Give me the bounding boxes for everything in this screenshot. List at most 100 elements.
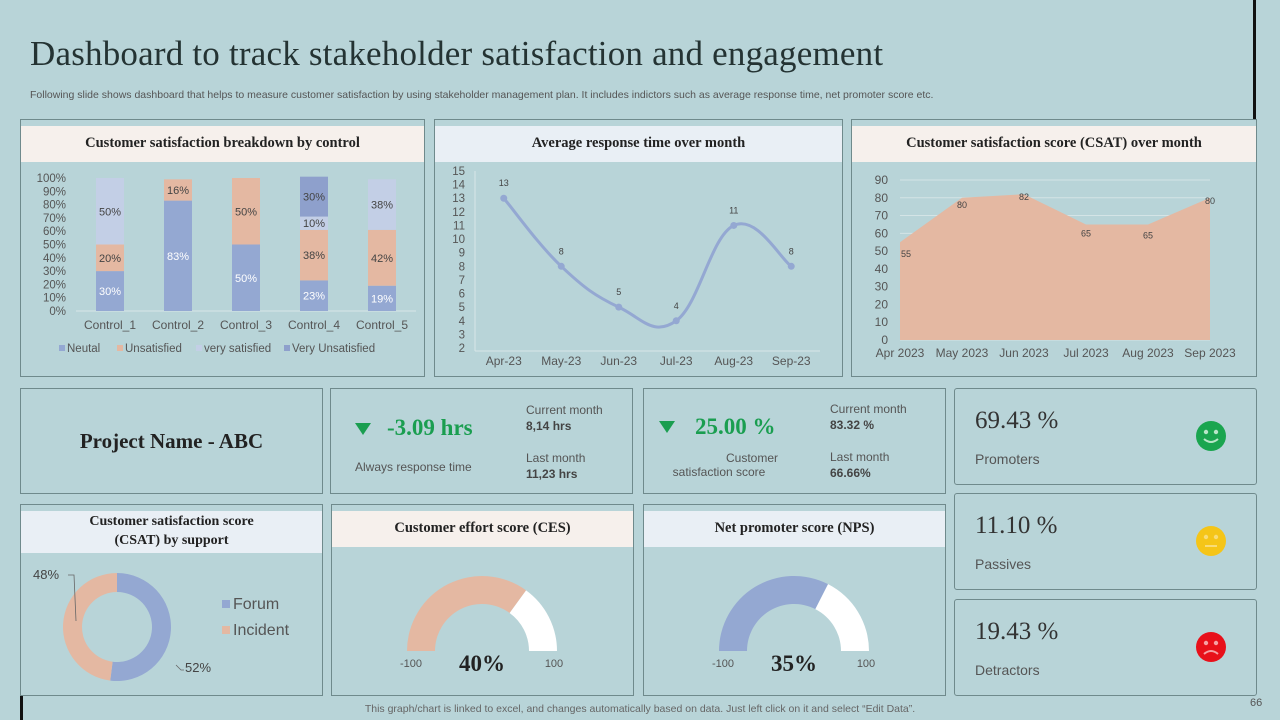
csat-support-card: Customer satisfaction score (CSAT) by su… xyxy=(20,504,323,696)
breakdown-card: Customer satisfaction breakdown by contr… xyxy=(20,119,425,377)
bar-segment xyxy=(164,200,192,311)
y-tick-label: 90 xyxy=(875,173,889,187)
point-data-label: 11 xyxy=(729,205,738,215)
point-data-label: 8 xyxy=(559,246,564,256)
csat-support-title-line2: (CSAT) by support xyxy=(114,533,229,548)
gauge-fill-arc xyxy=(407,576,527,651)
bar-segment xyxy=(232,244,260,311)
bar-segment xyxy=(300,229,328,281)
kpi-csat-value: 25.00 % xyxy=(695,414,776,439)
x-tick-label: Jun-23 xyxy=(600,354,637,368)
y-tick-label: 15 xyxy=(452,166,465,178)
kpi-csat-label-line2: satisfaction score xyxy=(672,465,766,479)
gauge-value-label: 40% xyxy=(459,651,505,676)
kpi-csat-current-label: Current month xyxy=(830,402,907,416)
gauge-fill-arc xyxy=(719,576,829,651)
y-tick-label: 9 xyxy=(459,248,465,260)
response-chart[interactable]: 2345678910111213141513Apr-238May-235Jun-… xyxy=(435,162,842,376)
data-point xyxy=(730,221,738,229)
bar-segment xyxy=(96,271,124,311)
bar-segment xyxy=(164,179,192,201)
nps-gauge[interactable]: -100 100 35% xyxy=(644,547,945,695)
legend-label: Forum xyxy=(233,596,279,613)
breakdown-card-title: Customer satisfaction breakdown by contr… xyxy=(21,126,424,162)
y-tick-label: 8 xyxy=(459,261,465,273)
y-tick-label: 40 xyxy=(875,262,889,276)
kpi-response-value: -3.09 hrs xyxy=(387,415,473,440)
kpi-csat-last-value: 66.66% xyxy=(830,466,871,480)
response-line xyxy=(502,197,793,329)
y-tick-label: 30 xyxy=(875,280,889,294)
bar-segment xyxy=(96,178,124,245)
bar-data-label: 42% xyxy=(371,253,393,265)
y-tick-label: 80 xyxy=(875,191,889,205)
y-tick-label: 12 xyxy=(452,207,465,219)
legend-marker xyxy=(117,345,123,351)
leader-line xyxy=(175,664,184,671)
bar-segment xyxy=(368,179,396,230)
data-point xyxy=(557,262,565,270)
down-triangle-icon xyxy=(355,423,371,435)
detractors-card: 19.43 % Detractors xyxy=(954,599,1257,696)
donut-slice xyxy=(110,573,171,681)
x-tick-label: Control_2 xyxy=(152,318,204,332)
page-subtitle: Following slide shows dashboard that hel… xyxy=(30,89,934,101)
legend-marker xyxy=(59,345,65,351)
bar-data-label: 50% xyxy=(235,206,257,218)
slice-data-label: 52% xyxy=(185,660,211,675)
breakdown-chart[interactable]: 0%10%20%30%40%50%60%70%80%90%100%30%20%5… xyxy=(21,162,424,376)
slice-data-label: 48% xyxy=(33,567,59,582)
x-tick-label: Jun 2023 xyxy=(999,346,1049,360)
x-tick-label: Control_4 xyxy=(288,318,340,332)
y-tick-label: 7 xyxy=(459,275,465,287)
bar-data-label: 19% xyxy=(371,293,393,305)
point-data-label: 5 xyxy=(616,287,621,297)
slide-edge-bar-right xyxy=(1253,0,1256,122)
legend-marker xyxy=(222,626,230,634)
bar-data-label: 23% xyxy=(303,291,325,303)
gauge-min-label: -100 xyxy=(712,658,734,670)
bar-data-label: 38% xyxy=(303,250,325,262)
happy-face-icon xyxy=(1196,421,1226,451)
x-tick-label: Control_1 xyxy=(84,318,136,332)
kpi-response-card: -3.09 hrs Always response time Current m… xyxy=(330,388,633,494)
kpi-response-label: Always response time xyxy=(355,460,472,474)
legend-label: Incident xyxy=(233,622,290,639)
footer-note: This graph/chart is linked to excel, and… xyxy=(364,703,916,715)
area-data-label: 65 xyxy=(1143,230,1153,240)
y-tick-label: 80% xyxy=(43,200,66,212)
passives-card: 11.10 % Passives xyxy=(954,493,1257,590)
csat-month-card: Customer satisfaction score (CSAT) over … xyxy=(851,119,1257,377)
y-tick-label: 5 xyxy=(459,302,465,314)
area-data-label: 55 xyxy=(901,249,911,259)
bar-data-label: 10% xyxy=(303,218,325,230)
bar-data-label: 20% xyxy=(99,253,121,265)
gauge-max-label: 100 xyxy=(857,658,875,670)
gauge-max-label: 100 xyxy=(545,658,563,670)
y-tick-label: 70% xyxy=(43,213,66,225)
bar-data-label: 83% xyxy=(167,251,189,263)
kpi-csat-label-line1: Customer xyxy=(725,451,778,465)
passives-label: Passives xyxy=(975,556,1032,572)
x-tick-label: Apr 2023 xyxy=(876,346,925,360)
bar-data-label: 30% xyxy=(99,286,121,298)
promoters-card: 69.43 % Promoters xyxy=(954,388,1257,485)
legend-marker xyxy=(222,600,230,608)
kpi-response-current-value: 8,14 hrs xyxy=(526,419,572,433)
csat-month-chart[interactable]: 0 10 20 30 40 50 60 70 80 90 55 Apr 2023 80 May 2023 8… xyxy=(852,162,1256,376)
area-data-label: 80 xyxy=(957,200,967,210)
legend-marker xyxy=(196,345,202,351)
detractors-value: 19.43 % xyxy=(975,618,1059,645)
ces-gauge[interactable]: -100 100 40% xyxy=(332,547,633,695)
csat-support-chart[interactable]: 52% 48% Forum Incident xyxy=(21,553,322,695)
y-tick-label: 10% xyxy=(43,293,66,305)
y-tick-label: 4 xyxy=(459,316,466,328)
y-tick-label: 50% xyxy=(43,240,66,252)
kpi-response-last-value: 11,23 hrs xyxy=(526,467,578,481)
y-tick-label: 11 xyxy=(453,220,465,232)
page-number: 66 xyxy=(1250,697,1263,709)
y-tick-label: 0% xyxy=(49,306,66,318)
bar-data-label: 50% xyxy=(99,206,121,218)
x-tick-label: Aug 2023 xyxy=(1122,346,1174,360)
x-tick-label: May-23 xyxy=(541,354,581,368)
